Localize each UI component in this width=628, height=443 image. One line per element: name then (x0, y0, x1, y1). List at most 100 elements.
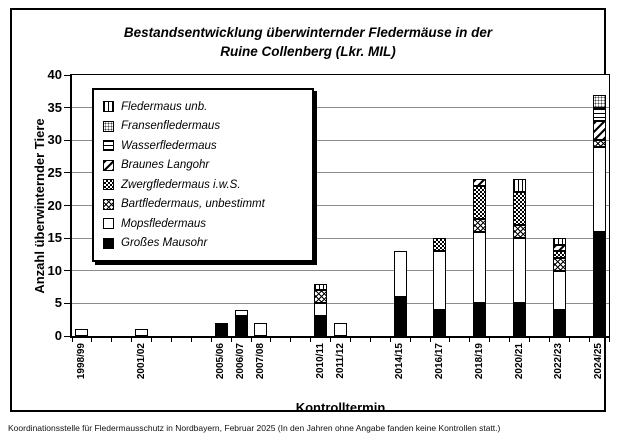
x-tick-label: 2007/08 (254, 343, 266, 380)
legend-item: Fransenfledermaus (103, 117, 303, 137)
bar-segment (592, 120, 606, 141)
bar-segment (334, 322, 347, 336)
bar-segment (234, 309, 248, 317)
x-tick-label: 2014/15 (394, 343, 406, 380)
x-tick-label: 2022/23 (553, 343, 565, 380)
gridline (72, 205, 609, 206)
x-axis-tick (71, 338, 73, 342)
y-tick-label: 35 (47, 99, 62, 115)
x-tick-label: 1998/99 (75, 343, 87, 380)
legend-swatch-icon (103, 179, 114, 191)
bar-segment (513, 192, 526, 226)
bar-segment (592, 231, 606, 336)
legend-swatch-icon (103, 218, 114, 230)
y-tick-label: 25 (47, 164, 62, 180)
legend-swatch-icon (103, 140, 114, 152)
legend-swatch-icon (103, 159, 114, 171)
x-axis-tick (230, 338, 232, 342)
x-axis-tick (389, 338, 391, 342)
bar-segment (314, 290, 328, 304)
x-axis-tick (151, 338, 153, 342)
x-axis-tick (290, 338, 292, 342)
x-axis-tick (588, 338, 590, 342)
x-axis-tick (349, 338, 351, 342)
bar-segment (473, 185, 487, 219)
bar-segment (314, 283, 328, 291)
bar-segment (592, 146, 606, 232)
x-tick-label: 2024/25 (593, 343, 605, 380)
bar-segment (314, 303, 328, 317)
plot-area: Anzahl überwinternder Tiere Kontrollterm… (32, 68, 610, 415)
y-axis-tick (64, 270, 70, 272)
y-tick-label: 40 (47, 67, 62, 82)
x-axis-tick (210, 338, 212, 342)
y-tick-label: 5 (54, 295, 62, 311)
bar-segment (473, 303, 487, 336)
y-axis-tick (64, 205, 70, 206)
bar-segment (552, 309, 566, 336)
bar-segment (234, 316, 248, 336)
bar-segment (552, 270, 566, 310)
bar-segment (433, 238, 447, 252)
x-axis-tick (330, 338, 332, 342)
bar-segment (552, 238, 566, 245)
x-tick-label: 2020/21 (513, 343, 525, 380)
y-tick-label: 10 (47, 262, 62, 278)
x-axis-tick (528, 338, 530, 342)
y-axis-tick (64, 107, 70, 109)
x-axis-tick (489, 338, 491, 342)
legend-label: Großes Mausohr (121, 237, 208, 250)
bar-segment (314, 316, 328, 336)
bar-segment (513, 179, 526, 193)
bar-segment (214, 322, 228, 336)
bar-segment (473, 218, 487, 232)
x-tick-label: 2005/06 (215, 343, 227, 380)
gridline (72, 172, 609, 174)
legend-item: Bartfledermaus, unbestimmt (103, 195, 303, 215)
y-axis-tick (64, 302, 70, 304)
x-axis-tick (429, 338, 431, 342)
x-axis-tick (250, 338, 252, 342)
x-axis-title: Kontrolltermin (295, 400, 386, 415)
x-tick-label: 2006/07 (235, 343, 247, 380)
bar-segment (473, 231, 487, 304)
bar-segment (254, 322, 268, 336)
x-axis-tick (91, 338, 93, 342)
bar-segment (592, 140, 606, 147)
bar-segment (433, 309, 447, 336)
legend-item: Braunes Langohr (103, 156, 303, 176)
chart-panel: Bestandsentwicklung überwinternder Flede… (10, 8, 610, 415)
legend-swatch-icon (103, 237, 114, 249)
gridline (72, 139, 609, 141)
legend-swatch-icon (103, 120, 114, 132)
x-axis-tick (111, 338, 113, 342)
bar-segment (552, 244, 566, 252)
x-tick-label: 2018/19 (473, 343, 485, 380)
chart-title-line2: Ruine Collenberg (Lkr. MIL) (220, 44, 396, 59)
x-axis-tick (310, 338, 312, 342)
legend-item: Wasserfledermaus (103, 136, 303, 156)
gridline (72, 270, 609, 272)
y-axis-tick (64, 139, 70, 141)
chart-title-line1: Bestandsentwicklung überwinternder Flede… (123, 25, 493, 40)
bar-segment (473, 179, 487, 186)
bar-segment (135, 329, 149, 336)
legend-label: Zwergfledermaus i.w.S. (121, 178, 241, 191)
gridline (72, 302, 609, 304)
y-tick-label: 20 (47, 197, 62, 213)
legend: Fledermaus unb. Fransenfledermaus Wasserfl… (92, 88, 314, 262)
x-axis-tick (449, 338, 451, 342)
x-axis-tick (568, 338, 570, 342)
legend-label: Wasserfledermaus (121, 139, 217, 152)
y-axis-tick (64, 172, 70, 174)
x-tick-label: 2016/17 (433, 343, 445, 380)
footer-note: Koordinationsstelle für Fledermausschutz… (8, 423, 501, 433)
x-tick-label: 2010/11 (314, 343, 326, 379)
legend-label: Mopsfledermaus (121, 217, 207, 230)
bar-segment (393, 251, 407, 297)
bar-segment (433, 251, 447, 310)
bar-segment (592, 94, 606, 108)
bar-segment (513, 303, 526, 336)
x-axis-tick (369, 338, 371, 342)
x-axis-tick (190, 338, 192, 342)
